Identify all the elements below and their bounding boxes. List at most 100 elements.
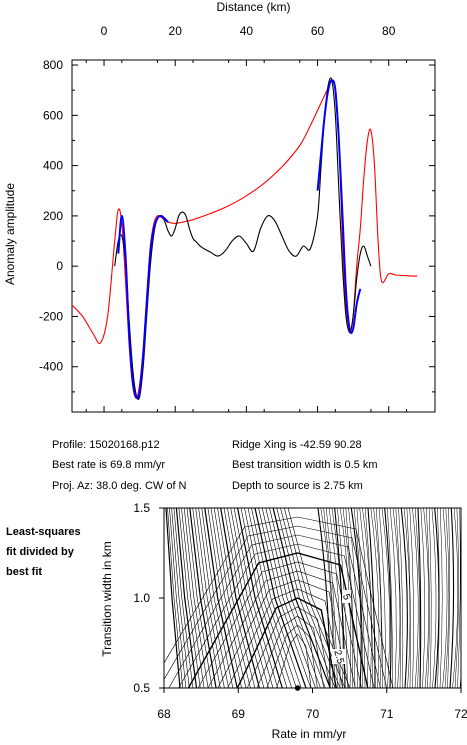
series-black-line (114, 77, 372, 400)
top-x-tick-label-0: 0 (101, 24, 108, 38)
contour-line-minimum (164, 525, 387, 688)
contour-line-right (326, 508, 338, 688)
contour-line-right (376, 508, 383, 688)
contour-line-right (449, 508, 455, 688)
top-x-tick-label-2: 40 (240, 24, 254, 38)
contour-line-right (367, 508, 376, 688)
contour-line-left (186, 508, 213, 688)
contour-line-minimum (197, 561, 362, 688)
contour-line-left (207, 508, 242, 688)
contour-line-left (258, 508, 312, 688)
contour-line-right (334, 508, 346, 688)
contour-line-right (437, 508, 440, 688)
contour-line-minimum (236, 597, 337, 688)
top-x-ticks: 0 20 40 60 80 (85, 24, 408, 412)
contour-line-left (169, 508, 187, 688)
bottom-y-ticks: 0.5 1.0 1.5 (133, 501, 164, 695)
top-x-tick-label-4: 80 (382, 24, 396, 38)
bottom-x-tick-label-4: 72 (454, 707, 467, 721)
contour-line-left (204, 508, 238, 688)
profile-info: Profile: 15020168.p12 Best rate is 69.8 … (52, 439, 378, 492)
contour-line-minimum (276, 633, 312, 688)
contour-label-5: 5 (340, 593, 352, 602)
contour-line-right (398, 508, 404, 688)
contour-line-right (463, 508, 467, 688)
anomaly-profile-chart: 0 20 40 60 80 -400 -200 0 200 400 600 800 Distance… (3, 0, 436, 413)
contour-line-left (175, 508, 198, 688)
contour-line-minimum (227, 588, 343, 688)
contour-label-bg-2-5 (332, 649, 346, 664)
misfit-contour-chart: 68 69 70 71 72 0.5 1.0 1.5 5 2.5 Rate in mm/yr… (100, 501, 467, 741)
contour-line-right (353, 508, 363, 688)
contour-line-right (423, 508, 430, 688)
top-y-ticks: -400 -200 0 200 400 600 800 (39, 58, 435, 393)
contour-line-left (210, 508, 247, 688)
contour-line-right (447, 508, 450, 688)
profile-name: Profile: 15020168.p12 (52, 439, 160, 451)
contour-line-right (428, 508, 432, 688)
contour-label-2-5: 2.5 (331, 649, 345, 666)
contour-line-left (178, 508, 201, 688)
top-x-axis-label: Distance (km) (216, 0, 290, 14)
contour-line-right (384, 508, 392, 688)
contour-line-right (392, 508, 401, 688)
contour-line-right (420, 508, 426, 688)
contour-line-right (348, 508, 358, 688)
contour-line-right (317, 508, 331, 688)
side-note-line-3: best fit (6, 566, 42, 578)
contour-line-left (237, 508, 283, 688)
contour-line-right (452, 508, 459, 688)
series-blue-line-0 (117, 214, 169, 400)
bottom-x-tick-label-0: 68 (157, 707, 171, 721)
top-y-tick-label-1: -200 (39, 309, 63, 323)
projection-azimuth: Proj. Az: 38.0 deg. CW of N (52, 480, 187, 492)
contour-line-left (195, 508, 225, 688)
contour-line-right (400, 508, 408, 688)
top-series-lines (71, 77, 418, 400)
contour-line-right (350, 508, 362, 688)
contour-line-right (457, 508, 461, 688)
contour-line-right (417, 508, 422, 688)
contour-line-right (444, 508, 450, 688)
top-y-tick-label-5: 600 (43, 108, 63, 122)
top-y-tick-label-6: 800 (43, 58, 63, 72)
contour-line-left (247, 508, 297, 688)
contour-line-left (269, 508, 326, 688)
contour-line-right (362, 508, 372, 688)
contour-line-right (431, 508, 437, 688)
best-fit-marker (294, 685, 301, 691)
best-transition-width: Best transition width is 0.5 km (232, 459, 378, 471)
contour-line-right (356, 508, 366, 688)
contour-line-right (434, 508, 440, 688)
series-blue-line-1 (316, 79, 362, 334)
contour-line-left (173, 508, 194, 688)
contour-line-left (201, 508, 234, 688)
contour-line-minimum (256, 615, 324, 688)
contour-line-right (364, 508, 373, 688)
bottom-x-tick-label-2: 70 (306, 707, 320, 721)
contour-line-left (227, 508, 269, 688)
bottom-x-ticks: 68 69 70 71 72 (157, 688, 467, 721)
contour-line-left (183, 508, 209, 688)
contour-line-left (217, 508, 256, 688)
contour-line-right (426, 508, 430, 688)
top-y-tick-label-3: 200 (43, 209, 63, 223)
contour-line-minimum (246, 606, 331, 688)
contour-line-right (406, 508, 411, 688)
contour-lines (164, 508, 467, 688)
contour-line-minimum (168, 534, 381, 688)
contour-line-right (345, 508, 356, 688)
contour-line-right (439, 508, 443, 688)
contour-line-left (165, 508, 181, 688)
contour-line-right (359, 508, 369, 688)
contour-line-left (261, 508, 316, 688)
contour-line-left (251, 508, 302, 688)
contour-line-right (454, 508, 460, 688)
top-y-tick-label-0: -400 (39, 360, 63, 374)
contour-line-minimum (207, 570, 356, 688)
contour-line-left (230, 508, 274, 688)
contour-line-left (280, 508, 341, 688)
bottom-y-axis-label: Transition width in km (100, 541, 114, 657)
contour-line-right (414, 508, 420, 688)
contour-line-right (442, 508, 448, 688)
